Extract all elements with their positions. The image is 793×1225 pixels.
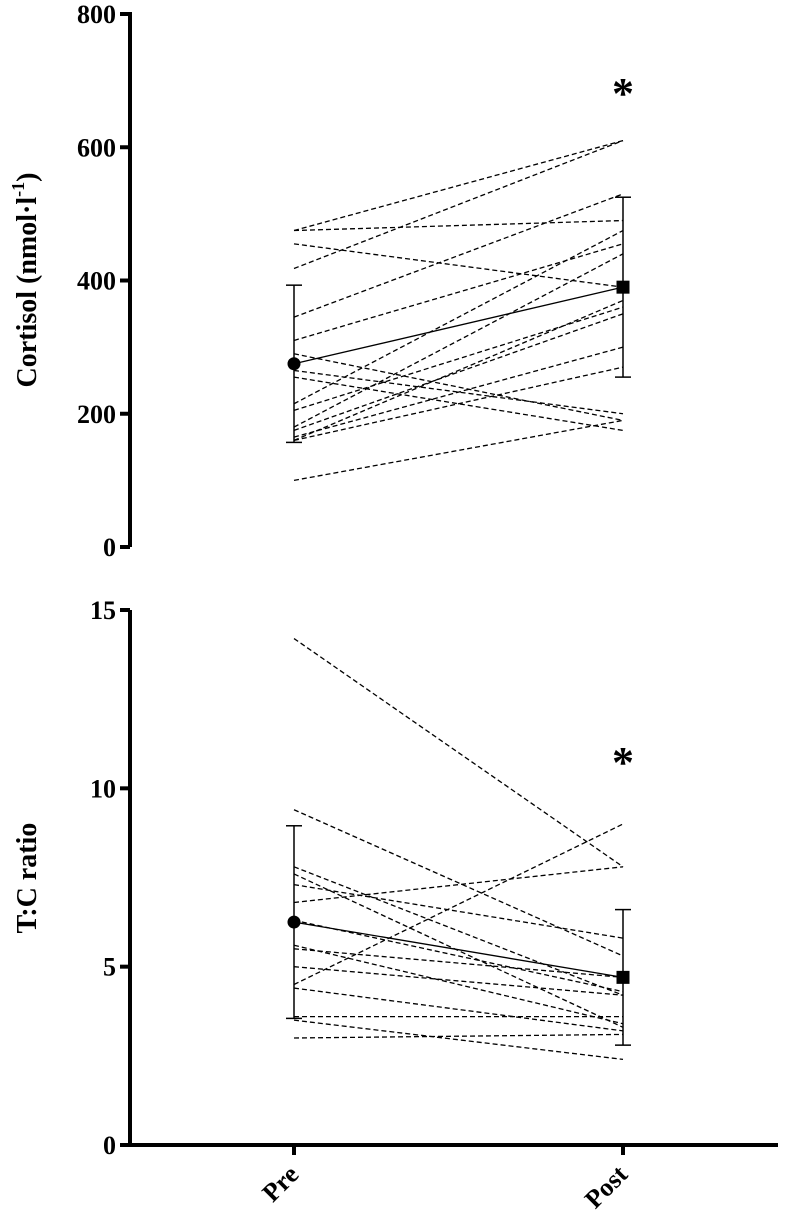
tc-ratio-mean-line: [293, 921, 624, 979]
x-tick-label-pre: Pre: [257, 1160, 305, 1208]
tc-ratio-subject-line: [293, 823, 624, 986]
tc-ratio-subject-line: [293, 809, 624, 957]
tc-ratio-subject-line: [293, 944, 624, 1025]
cortisol-subject-line: [293, 366, 624, 442]
cortisol-panel: Cortisol (nmol·l-1) * 0 200 400 600 800: [8, 0, 634, 562]
cortisol-subject-line: [293, 139, 624, 270]
tc-ratio-mean-marker-pre: [287, 915, 301, 929]
tc-ratio-subject-line: [293, 873, 624, 1028]
cortisol-subject-line: [293, 243, 624, 288]
cortisol-mean-marker-post: [616, 280, 630, 294]
cortisol-significance-star: *: [612, 69, 634, 118]
tc-ratio-subject-line: [293, 637, 624, 868]
cortisol-subject-line: [293, 353, 624, 422]
tc-ratio-y-tick-label: 5: [103, 953, 116, 982]
tc-ratio-subject-line: [293, 987, 624, 1032]
cortisol-mean-marker-pre: [287, 357, 301, 371]
tc-ratio-subject-line: [293, 948, 624, 979]
tc-ratio-y-axis-title: T:C ratio: [12, 823, 43, 934]
tc-ratio-subject-line: [293, 1019, 624, 1061]
cortisol-subject-line: [293, 313, 624, 432]
cortisol-subject-line: [293, 229, 624, 405]
tc-ratio-subject-line: [293, 919, 624, 993]
tc-ratio-panel: T:C ratio * Pre Post 0 5 10 15: [12, 596, 778, 1214]
tc-ratio-subject-line: [293, 966, 624, 996]
cortisol-subject-line: [293, 306, 624, 412]
tc-ratio-subject-line: [293, 866, 624, 996]
x-tick-label-post: Post: [579, 1160, 633, 1214]
cortisol-mean-line: [293, 286, 624, 365]
tc-ratio-significance-star: *: [612, 738, 634, 787]
cortisol-subject-line: [293, 243, 624, 342]
cortisol-subject-line: [293, 253, 624, 428]
cortisol-y-tick-label: 800: [77, 0, 116, 29]
cortisol-subject-line: [293, 139, 624, 232]
cortisol-subject-line: [293, 346, 624, 438]
cortisol-y-tick-label: 400: [77, 267, 116, 296]
cortisol-y-axis-title: Cortisol (nmol·l-1): [8, 173, 43, 388]
cortisol-y-tick-label: 0: [103, 533, 116, 562]
tc-ratio-subject-line: [293, 1033, 624, 1039]
cortisol-subject-line: [293, 299, 624, 441]
cortisol-subject-line: [293, 219, 624, 232]
tc-ratio-y-tick-label: 10: [90, 774, 116, 803]
tc-ratio-subject-line: [293, 866, 624, 904]
tc-ratio-y-tick-label: 0: [103, 1131, 116, 1160]
cortisol-y-tick-label: 200: [77, 400, 116, 429]
tc-ratio-mean-marker-post: [616, 970, 630, 984]
cortisol-subject-line: [293, 369, 624, 415]
cortisol-subject-line: [293, 193, 624, 318]
tc-ratio-y-tick-label: 15: [90, 596, 116, 625]
cortisol-y-tick-label: 600: [77, 133, 116, 162]
